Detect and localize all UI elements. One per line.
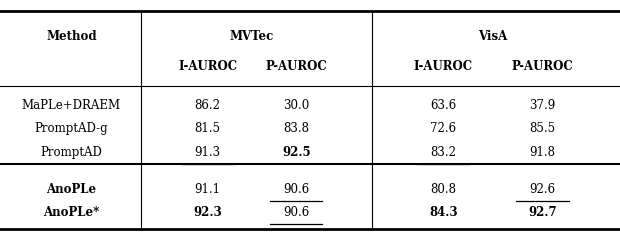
Text: 91.8: 91.8 xyxy=(529,146,556,159)
Text: 91.3: 91.3 xyxy=(195,146,221,159)
Text: 90.6: 90.6 xyxy=(283,183,309,197)
Text: PromptAD-g: PromptAD-g xyxy=(35,122,108,135)
Text: PromptAD: PromptAD xyxy=(40,146,102,159)
Text: VisA: VisA xyxy=(478,30,508,43)
Text: 83.2: 83.2 xyxy=(430,146,456,159)
Text: 84.3: 84.3 xyxy=(429,206,458,219)
Text: 63.6: 63.6 xyxy=(430,98,456,112)
Text: P-AUROC: P-AUROC xyxy=(512,59,574,73)
Text: 72.6: 72.6 xyxy=(430,122,456,135)
Text: Method: Method xyxy=(46,30,97,43)
Text: 92.7: 92.7 xyxy=(528,206,557,219)
Text: 30.0: 30.0 xyxy=(283,98,309,112)
Text: 92.6: 92.6 xyxy=(529,183,556,197)
Text: MVTec: MVTec xyxy=(230,30,274,43)
Text: MaPLe+DRAEM: MaPLe+DRAEM xyxy=(22,98,121,112)
Text: 83.8: 83.8 xyxy=(283,122,309,135)
Text: 81.5: 81.5 xyxy=(195,122,221,135)
Text: 37.9: 37.9 xyxy=(529,98,556,112)
Text: P-AUROC: P-AUROC xyxy=(265,59,327,73)
Text: I-AUROC: I-AUROC xyxy=(414,59,473,73)
Text: 91.1: 91.1 xyxy=(195,183,221,197)
Text: 80.8: 80.8 xyxy=(430,183,456,197)
Text: I-AUROC: I-AUROC xyxy=(178,59,237,73)
Text: 92.3: 92.3 xyxy=(193,206,222,219)
Text: 86.2: 86.2 xyxy=(195,98,221,112)
Text: 90.6: 90.6 xyxy=(283,206,309,219)
Text: AnoPLe: AnoPLe xyxy=(46,183,96,197)
Text: 85.5: 85.5 xyxy=(529,122,556,135)
Text: AnoPLe*: AnoPLe* xyxy=(43,206,99,219)
Text: 92.5: 92.5 xyxy=(282,146,311,159)
